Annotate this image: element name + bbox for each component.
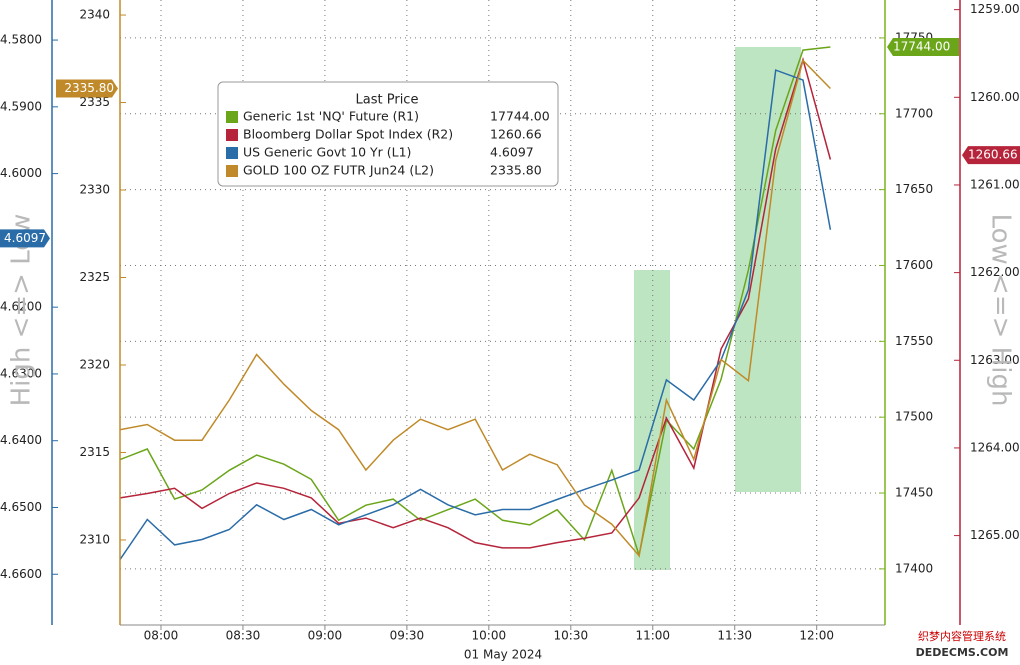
y-tick-label: 1265.00 <box>970 528 1020 542</box>
legend-value: 4.6097 <box>490 145 534 160</box>
x-tick-label: 09:30 <box>390 629 425 643</box>
x-tick-label: 10:00 <box>472 629 507 643</box>
legend-label: Generic 1st 'NQ' Future (R1) <box>243 109 419 124</box>
watermark-box <box>905 628 1020 665</box>
watermark: 织梦内容管理系统 <box>918 629 1006 643</box>
y-tick-label: 2315 <box>79 445 110 459</box>
y-tick-label: 4.5900 <box>0 99 42 113</box>
y-tick-label: 4.6600 <box>0 567 42 581</box>
x-tick-label: 08:30 <box>226 629 261 643</box>
y-tick-label: 1264.00 <box>970 440 1020 454</box>
y-tick-label: 2330 <box>79 183 110 197</box>
y-tick-label: 2340 <box>79 8 110 22</box>
x-tick-label: 08:00 <box>144 629 179 643</box>
value-tag <box>887 38 959 57</box>
right-axis-label: Low <=> High <box>986 214 1016 407</box>
legend: Last Price Generic 1st 'NQ' Future (R1) 1… <box>217 81 559 187</box>
legend-value: 17744.00 <box>490 109 550 124</box>
series-line <box>119 59 831 558</box>
watermark: DEDECMS.COM <box>916 646 1009 659</box>
series-line <box>119 56 832 549</box>
legend-box <box>217 81 559 187</box>
x-tick-label: 10:30 <box>554 629 589 643</box>
legend-label: GOLD 100 OZ FUTR Jun24 (L2) <box>243 163 434 178</box>
value-tag-label: 2335.80 <box>64 81 114 95</box>
x-axis-label: 01 May 2024 <box>464 648 542 662</box>
legend-swatch <box>226 129 238 141</box>
y-tick-label: 1261.00 <box>970 177 1020 191</box>
y-tick-label: 1263.00 <box>970 353 1020 367</box>
series-line <box>119 69 832 561</box>
value-tags: 17744.00 1260.66 4.6097 2335.80 <box>0 38 1020 248</box>
legend-swatch <box>226 111 238 123</box>
series-line <box>119 46 831 559</box>
y-tick-label: 2310 <box>79 532 110 546</box>
y-tick-label: 1262.00 <box>970 265 1020 279</box>
y-tick-label: 2320 <box>79 357 110 371</box>
y-tick-label: 17700 <box>895 106 933 120</box>
x-tick-label: 12:00 <box>799 629 834 643</box>
value-tag <box>56 79 118 98</box>
x-tick-label: 09:00 <box>308 629 343 643</box>
value-tag-label: 4.6097 <box>4 231 46 245</box>
y-tick-label: 17600 <box>895 258 933 272</box>
value-tag-label: 17744.00 <box>893 40 950 54</box>
y-tick-label: 17550 <box>895 334 933 348</box>
y-tick-label: 4.5800 <box>0 33 42 47</box>
y-tick-label: 4.6300 <box>0 366 42 380</box>
grid <box>120 0 885 625</box>
y-tick-label: 1259.00 <box>970 2 1020 16</box>
axes: 08:00 08:30 09:00 09:30 10:00 10:30 11:00 11:30… <box>0 0 1020 643</box>
y-tick-label: 17400 <box>895 561 933 575</box>
lines <box>119 46 832 561</box>
highlight-band <box>634 270 670 570</box>
y-tick-label: 4.6400 <box>0 433 42 447</box>
y-tick-label: 17450 <box>895 486 933 500</box>
legend-value: 1260.66 <box>490 127 542 142</box>
legend-title: Last Price <box>356 93 419 108</box>
y-tick-label: 17500 <box>895 410 933 424</box>
value-tag-label: 1260.66 <box>968 148 1018 162</box>
y-tick-label: 2335 <box>79 95 110 109</box>
legend-label: US Generic Govt 10 Yr (L1) <box>243 145 411 160</box>
y-tick-label: 4.6500 <box>0 500 42 514</box>
value-tag <box>0 229 50 248</box>
legend-swatch <box>226 165 238 177</box>
legend-value: 2335.80 <box>490 163 542 178</box>
x-tick-label: 11:30 <box>717 629 752 643</box>
legend-swatch <box>226 147 238 159</box>
y-tick-label: 2325 <box>79 270 110 284</box>
y-tick-label: 1260.00 <box>970 90 1020 104</box>
value-tag <box>962 146 1020 165</box>
y-tick-label: 4.6000 <box>0 166 42 180</box>
x-tick-label: 11:00 <box>635 629 670 643</box>
highlight-band <box>735 47 801 492</box>
y-tick-label: 17650 <box>895 182 933 196</box>
legend-label: Bloomberg Dollar Spot Index (R2) <box>243 127 453 142</box>
y-tick-label: 4.6200 <box>0 300 42 314</box>
